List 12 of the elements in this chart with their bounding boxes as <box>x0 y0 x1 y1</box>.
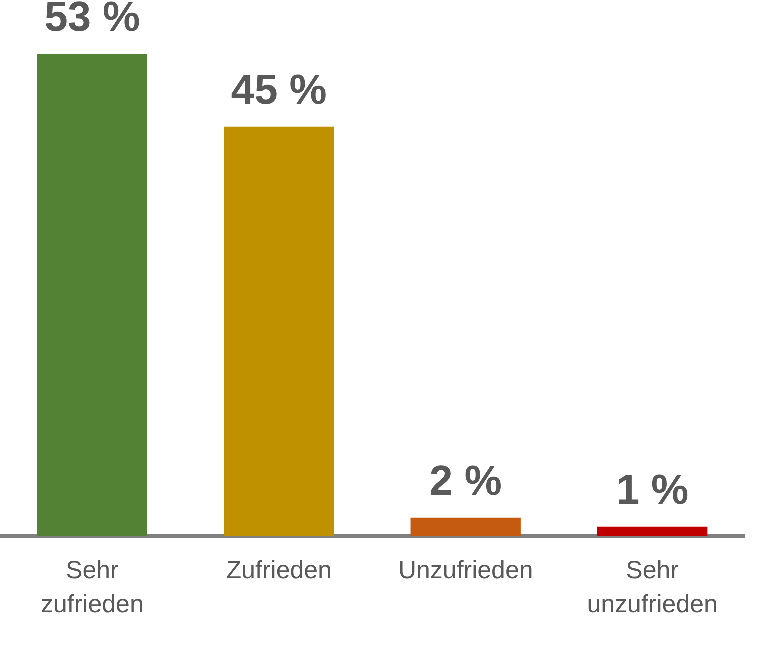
data-label: 53 % <box>44 0 140 40</box>
bar <box>410 518 521 536</box>
x-tick-label: Unzufrieden <box>398 556 534 584</box>
bar <box>597 526 708 536</box>
x-tick-label: Zufrieden <box>226 556 332 584</box>
data-label: 2 % <box>430 456 502 504</box>
data-label: 45 % <box>231 66 328 113</box>
x-tick-label: Sehr unzufrieden <box>587 556 718 618</box>
data-label: 1 % <box>616 466 689 513</box>
x-tick-label: Sehr zufrieden <box>40 556 144 618</box>
bar <box>224 126 334 536</box>
bar <box>37 54 148 536</box>
